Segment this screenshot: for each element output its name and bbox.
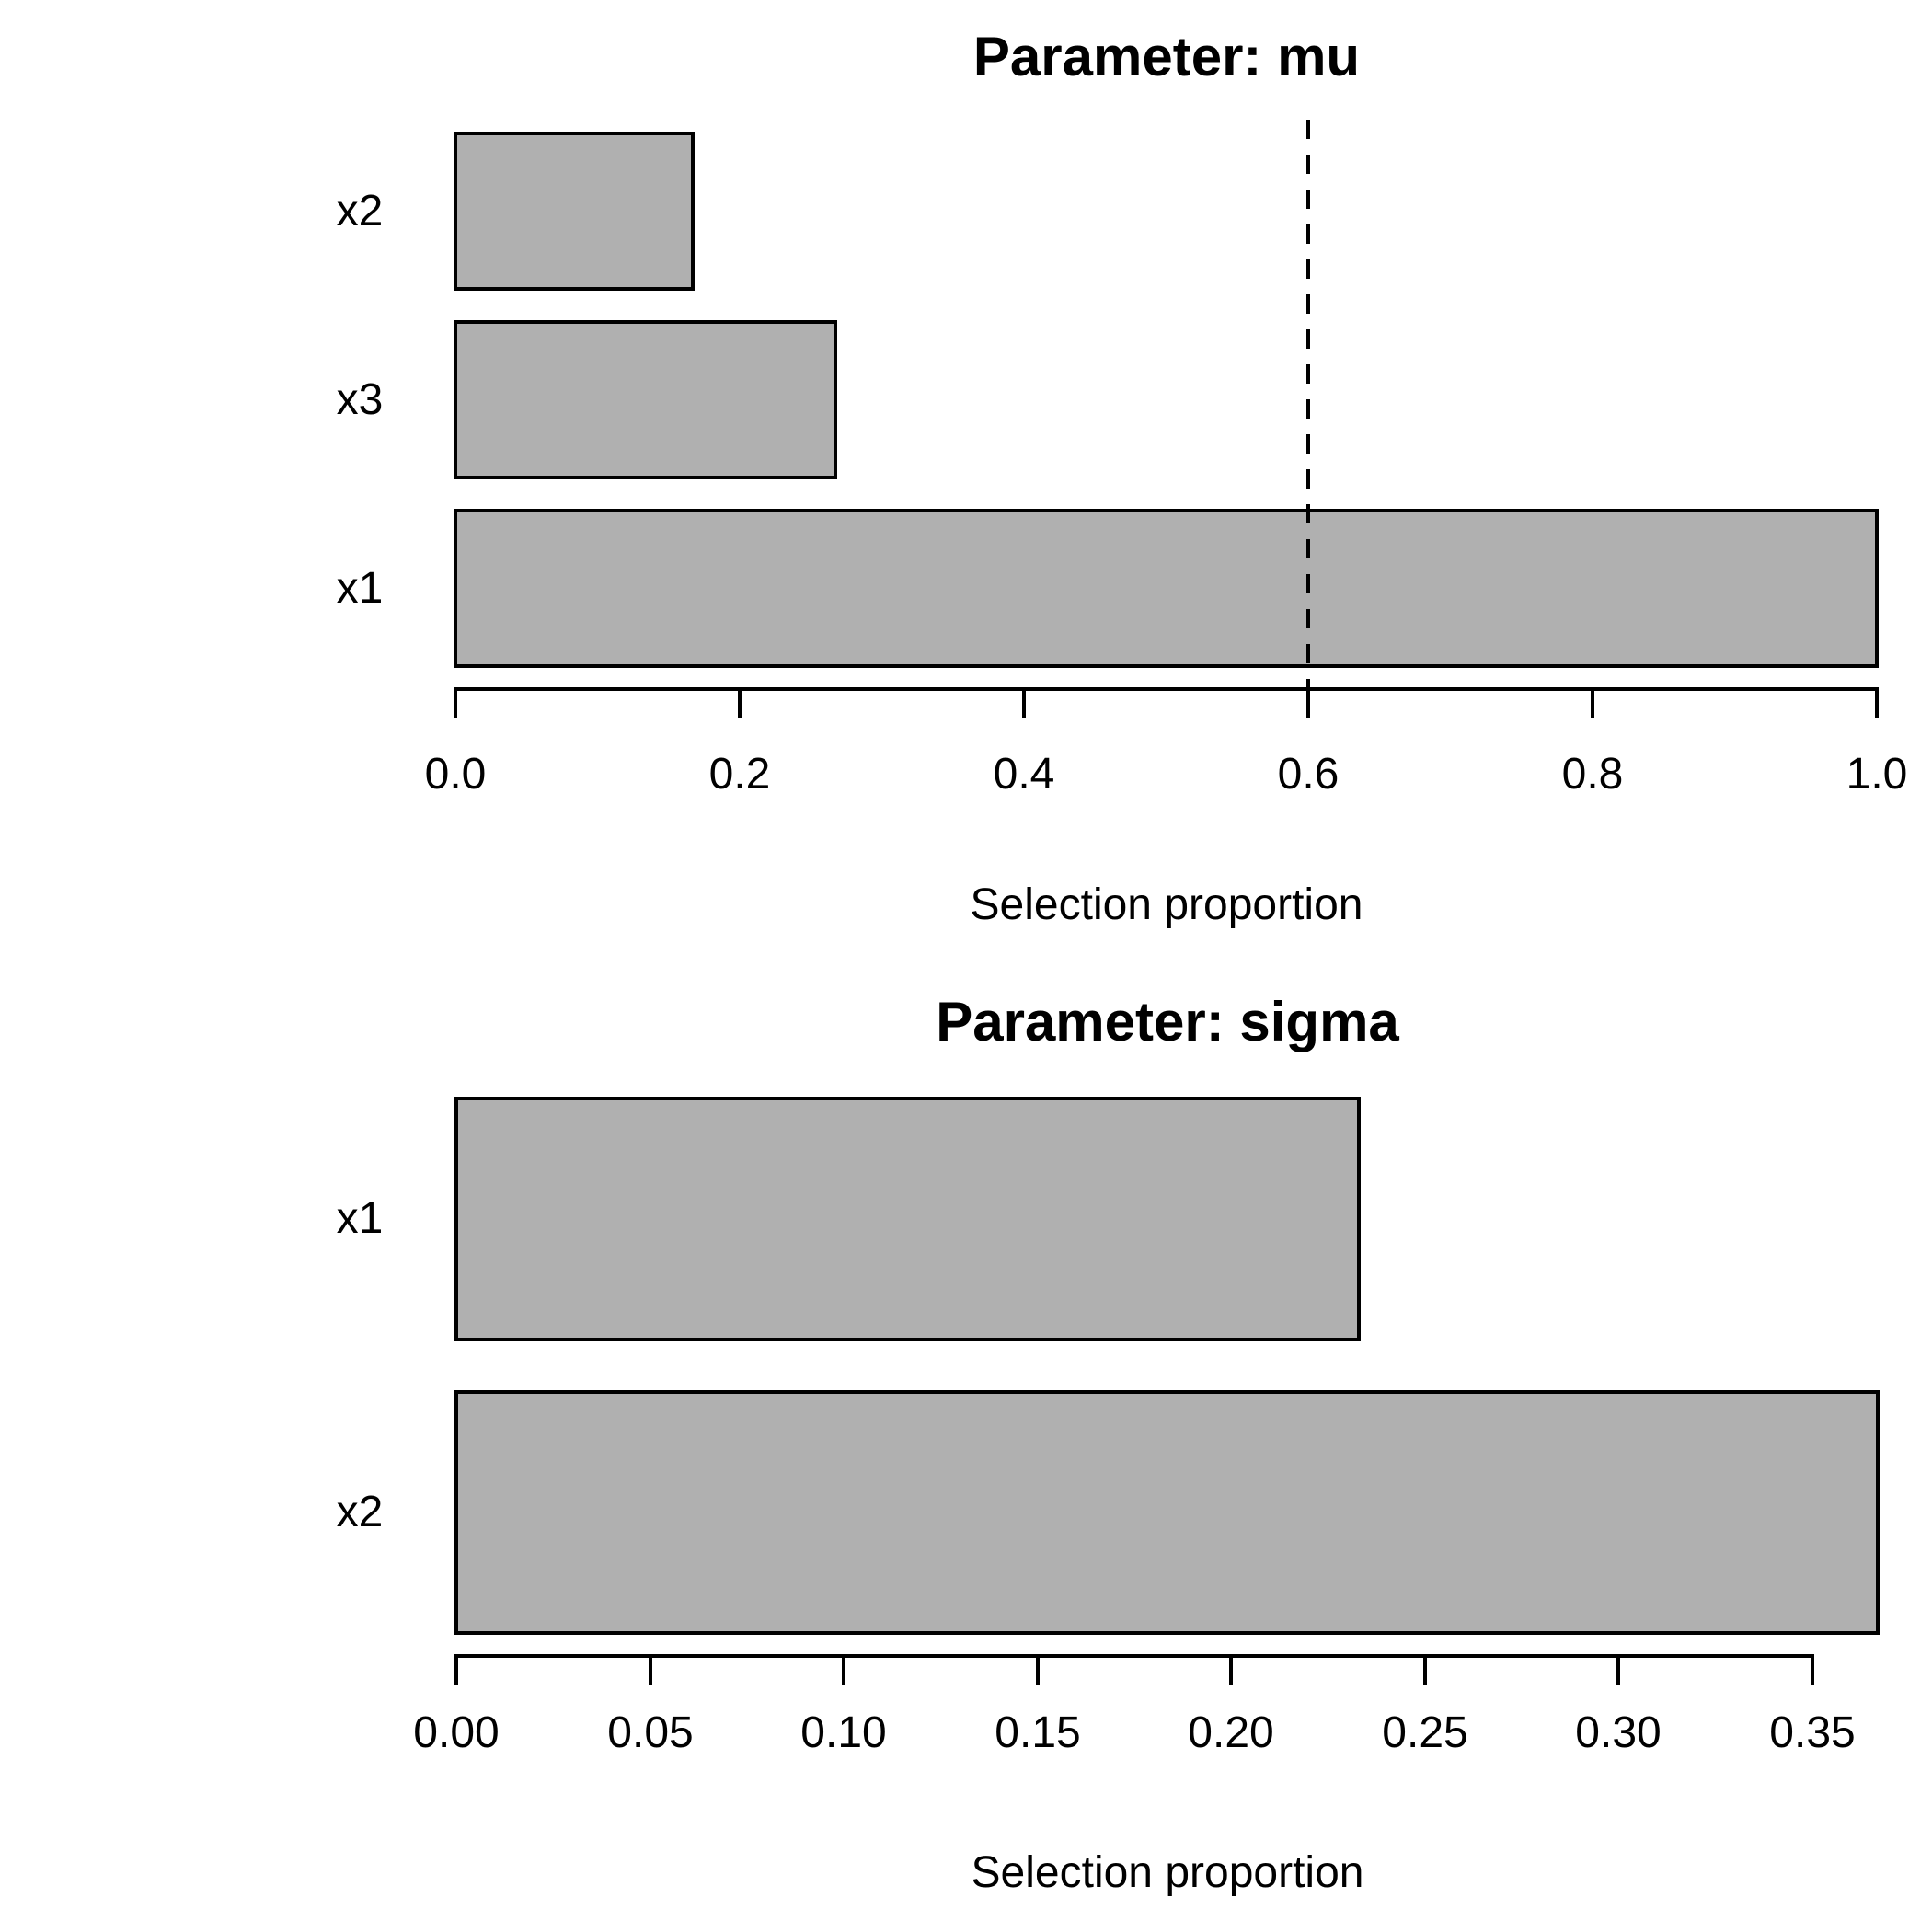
x-tick-label-sigma-0.25: 0.25 <box>1382 1708 1468 1757</box>
x-tick-label-sigma-0.15: 0.15 <box>995 1708 1081 1757</box>
bar-mu-x3 <box>454 320 837 479</box>
chart-title-sigma: Parameter: sigma <box>936 991 1399 1052</box>
category-label-mu-x1: x1 <box>336 564 384 613</box>
category-label-sigma-x1: x1 <box>336 1194 384 1243</box>
x-tick-label-sigma-0.10: 0.10 <box>800 1708 887 1757</box>
x-axis-line-mu <box>454 687 1879 691</box>
x-tick-mu-0.2 <box>738 689 742 718</box>
bar-mu-x2 <box>454 132 695 291</box>
x-tick-sigma-0.30 <box>1616 1656 1620 1685</box>
x-tick-mu-0.6 <box>1306 689 1310 718</box>
x-tick-label-sigma-0.05: 0.05 <box>607 1708 694 1757</box>
x-tick-label-mu-0.4: 0.4 <box>993 750 1055 799</box>
category-label-mu-x3: x3 <box>336 375 384 424</box>
x-tick-sigma-0.10 <box>842 1656 845 1685</box>
x-tick-label-sigma-0.00: 0.00 <box>413 1708 500 1757</box>
x-tick-mu-0.8 <box>1591 689 1594 718</box>
x-tick-label-sigma-0.30: 0.30 <box>1575 1708 1662 1757</box>
x-axis-label-mu: Selection proportion <box>970 880 1363 929</box>
bar-mu-x1 <box>454 509 1879 668</box>
x-tick-label-mu-0.2: 0.2 <box>708 750 771 799</box>
x-tick-label-mu-0.8: 0.8 <box>1561 750 1624 799</box>
chart-title-mu: Parameter: mu <box>972 26 1361 87</box>
x-tick-sigma-0.25 <box>1423 1656 1427 1685</box>
x-tick-label-mu-1.0: 1.0 <box>1846 750 1908 799</box>
category-label-mu-x2: x2 <box>336 187 384 236</box>
x-tick-sigma-0.35 <box>1811 1656 1814 1685</box>
bar-sigma-x1 <box>454 1097 1361 1341</box>
x-tick-label-mu-0.6: 0.6 <box>1277 750 1340 799</box>
x-axis-label-sigma: Selection proportion <box>971 1848 1364 1897</box>
x-tick-label-sigma-0.35: 0.35 <box>1769 1708 1856 1757</box>
x-tick-sigma-0.15 <box>1036 1656 1040 1685</box>
x-axis-line-sigma <box>454 1654 1814 1658</box>
x-tick-sigma-0.20 <box>1229 1656 1233 1685</box>
x-tick-mu-1.0 <box>1875 689 1879 718</box>
bar-sigma-x2 <box>454 1390 1880 1635</box>
x-tick-mu-0.0 <box>454 689 457 718</box>
x-tick-label-mu-0.0: 0.0 <box>424 750 487 799</box>
reference-line-mu <box>1306 120 1310 689</box>
x-tick-label-sigma-0.20: 0.20 <box>1188 1708 1274 1757</box>
x-tick-sigma-0.05 <box>649 1656 652 1685</box>
x-tick-sigma-0.00 <box>454 1656 458 1685</box>
x-tick-mu-0.4 <box>1022 689 1026 718</box>
category-label-sigma-x2: x2 <box>336 1488 384 1536</box>
